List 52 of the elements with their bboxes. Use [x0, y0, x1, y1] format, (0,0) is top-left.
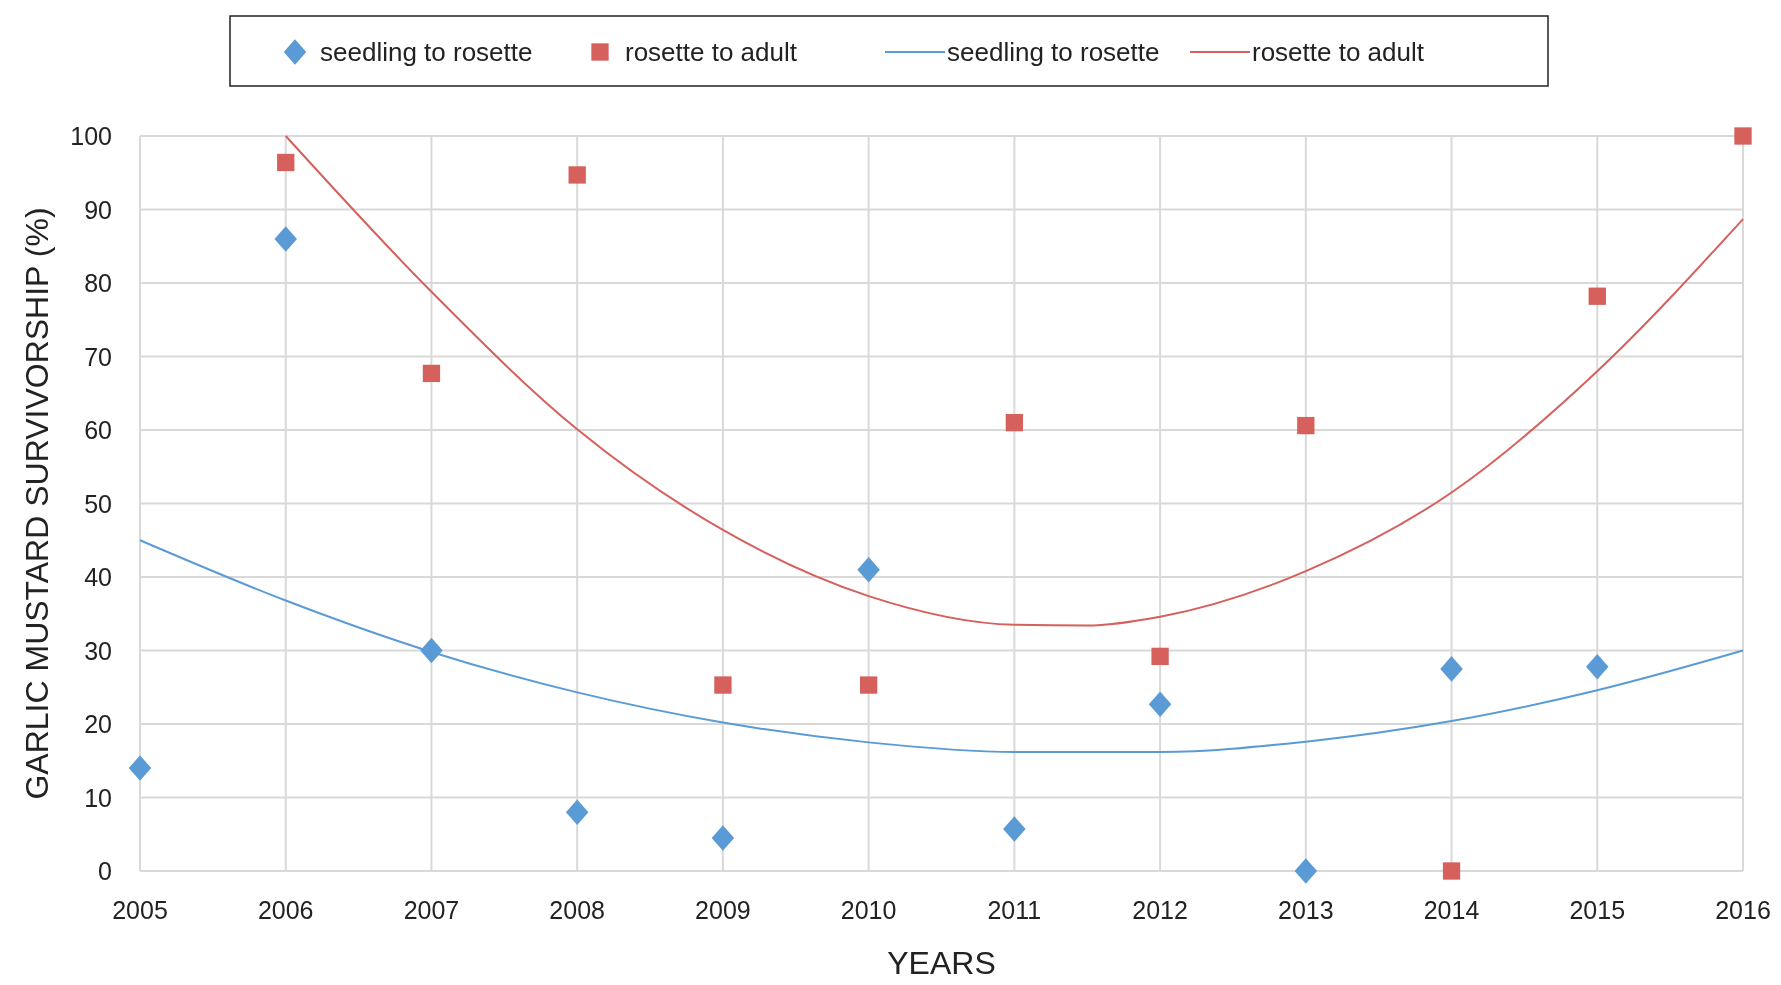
point — [1297, 416, 1315, 435]
x-tick-label: 2010 — [840, 896, 897, 924]
legend-label: seedling to rosette — [947, 37, 1160, 67]
point — [1588, 287, 1606, 305]
point — [1003, 816, 1026, 842]
y-tick-label: 100 — [70, 122, 112, 150]
point — [1148, 691, 1172, 717]
y-tick-label: 50 — [84, 489, 112, 518]
point — [1442, 862, 1461, 880]
legend-label: seedling to rosette — [320, 37, 533, 67]
point — [714, 676, 732, 694]
point — [565, 799, 589, 825]
y-tick-label: 40 — [84, 563, 112, 591]
x-axis-title: YEARS — [887, 945, 996, 981]
point — [859, 676, 878, 694]
point — [568, 166, 586, 184]
point — [1005, 413, 1024, 432]
y-tick-label: 20 — [84, 710, 112, 738]
x-tick-label: 2013 — [1278, 896, 1334, 924]
point — [1294, 858, 1318, 884]
legend-label: rosette to adult — [625, 37, 798, 67]
y-tick-label: 70 — [84, 342, 112, 371]
y-tick-label: 10 — [84, 783, 112, 812]
point — [274, 226, 297, 252]
x-tick-label: 2012 — [1132, 896, 1188, 924]
point — [1440, 656, 1463, 682]
y-tick-label: 30 — [84, 636, 112, 665]
point — [1734, 127, 1752, 145]
point — [128, 755, 152, 781]
x-tick-label: 2006 — [257, 896, 314, 924]
y-tick-label: 80 — [84, 269, 112, 297]
y-tick-label: 0 — [98, 857, 112, 885]
point — [857, 556, 880, 583]
line-series — [284, 135, 1744, 627]
x-tick-label: 2014 — [1423, 896, 1480, 924]
line-series — [139, 539, 1744, 753]
legend-label: rosette to adult — [1252, 37, 1425, 67]
x-tick-label: 2016 — [1715, 896, 1771, 924]
y-tick-label: 60 — [84, 416, 112, 444]
point — [1151, 647, 1169, 666]
point — [711, 825, 735, 851]
point — [422, 364, 441, 383]
y-tick-label: 90 — [84, 195, 112, 224]
point — [1586, 653, 1609, 680]
x-tick-label: 2015 — [1569, 896, 1626, 924]
x-tick-label: 2009 — [695, 896, 751, 924]
x-tick-label: 2005 — [112, 896, 168, 924]
x-tick-label: 2008 — [549, 896, 605, 924]
x-tick-label: 2007 — [403, 896, 460, 924]
point — [277, 153, 295, 172]
x-tick-label: 2011 — [987, 896, 1042, 924]
y-axis-title: GARLIC MUSTARD SURVIVORSHIP (%) — [19, 207, 55, 800]
